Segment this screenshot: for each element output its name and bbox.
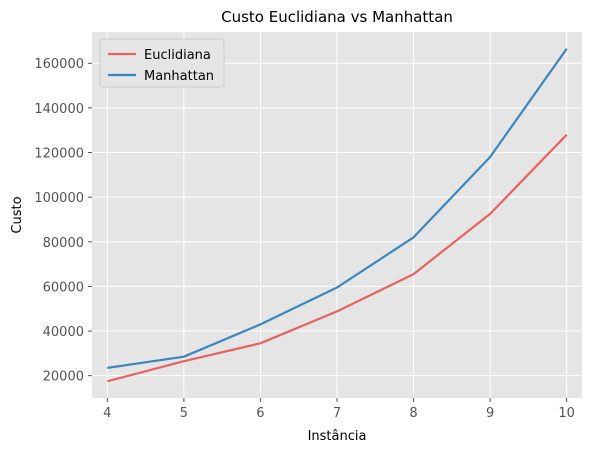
legend-label: Manhattan — [144, 69, 214, 84]
y-axis-label: Custo — [10, 196, 25, 233]
series-line-manhattan — [107, 48, 568, 369]
x-tick-label: 10 — [558, 406, 575, 421]
y-tick-label: 60000 — [43, 280, 84, 295]
x-tick-label: 4 — [103, 406, 111, 421]
x-tick-label: 8 — [409, 406, 417, 421]
x-tick-label: 9 — [486, 406, 494, 421]
y-tick-label: 160000 — [34, 57, 84, 72]
x-axis-label: Instância — [308, 429, 367, 444]
y-tick-label: 120000 — [34, 147, 84, 162]
y-tick-label: 20000 — [43, 370, 84, 385]
y-tick-label: 80000 — [43, 236, 84, 251]
series-lines — [107, 48, 568, 383]
y-tick-label: 40000 — [43, 325, 84, 340]
legend: Euclidiana Manhattan — [99, 38, 225, 88]
chart-title: Custo Euclidiana vs Manhattan — [221, 8, 453, 26]
series-line-euclidiana — [107, 133, 568, 383]
x-axis-ticks: 4 5 6 7 8 9 10 — [103, 398, 575, 421]
y-tick-label: 140000 — [34, 102, 84, 117]
y-tick-label: 100000 — [34, 191, 84, 206]
y-axis-ticks: 20000 40000 60000 80000 100000 120000 140000 16… — [34, 57, 92, 385]
x-tick-label: 6 — [256, 406, 264, 421]
legend-label: Euclidiana — [144, 48, 211, 63]
x-tick-label: 5 — [180, 406, 188, 421]
x-tick-label: 7 — [333, 406, 341, 421]
